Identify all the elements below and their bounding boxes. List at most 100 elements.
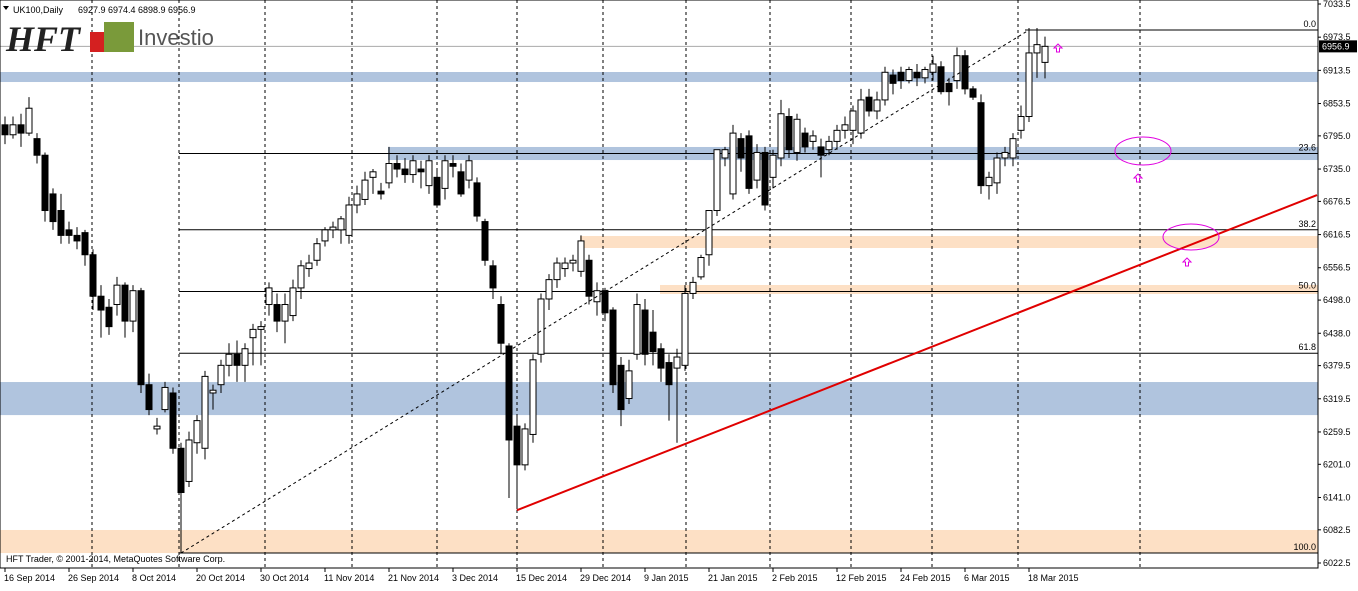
fib-label: 61.8 — [1298, 342, 1316, 352]
y-tick-label: 6556.5 — [1323, 263, 1351, 273]
candle-body — [305, 262, 313, 270]
candle-body — [201, 375, 209, 449]
candle-body — [697, 257, 705, 278]
x-tick-label: 24 Feb 2015 — [900, 573, 951, 583]
x-tick-label: 9 Jan 2015 — [644, 573, 689, 583]
y-tick-label: 6319.5 — [1323, 394, 1351, 404]
candle-body — [81, 232, 89, 256]
candle-body — [521, 428, 529, 466]
candle-body — [257, 326, 265, 330]
x-tick-label: 11 Nov 2014 — [324, 573, 374, 583]
candle-body — [17, 124, 25, 134]
candle-body — [313, 243, 321, 261]
candle-body — [705, 210, 713, 256]
candle-body — [113, 284, 121, 306]
candle-body — [745, 135, 753, 189]
candle-body — [393, 163, 401, 170]
candle-body — [377, 190, 385, 195]
zone — [0, 72, 1318, 83]
candle-body — [601, 290, 609, 314]
candle-body — [545, 279, 553, 300]
candle-body — [1, 124, 9, 136]
y-tick-label: 6973.5 — [1323, 32, 1351, 42]
candle-body — [793, 118, 801, 153]
candle-body — [209, 389, 217, 394]
logo: HFT Investio — [5, 19, 214, 59]
y-tick-label: 6616.5 — [1323, 230, 1351, 240]
x-tick-label: 20 Oct 2014 — [196, 573, 245, 583]
candle-body — [425, 160, 433, 187]
candle-body — [577, 240, 585, 272]
candle-body — [657, 348, 665, 369]
candle-body — [329, 226, 337, 231]
candle-body — [49, 193, 57, 223]
candle-body — [1017, 116, 1025, 131]
candle-body — [1025, 52, 1033, 118]
candle-body — [873, 99, 881, 112]
candle-body — [681, 292, 689, 366]
candle-body — [993, 157, 1001, 184]
candle-body — [129, 290, 137, 322]
x-tick-label: 6 Mar 2015 — [964, 573, 1010, 583]
ohlc-high: 6974.4 — [108, 5, 136, 15]
candle-body — [961, 55, 969, 90]
x-tick-label: 3 Dec 2014 — [452, 573, 498, 583]
candle-body — [897, 71, 905, 82]
symbol: UK100,Daily — [13, 5, 64, 15]
candle-body — [953, 55, 961, 82]
x-tick-label: 12 Feb 2015 — [836, 573, 887, 583]
y-tick-label: 6795.0 — [1323, 131, 1351, 141]
candle-body — [145, 384, 153, 411]
y-tick-label: 6022.5 — [1323, 558, 1351, 568]
candle-body — [1033, 44, 1041, 54]
candle-body — [913, 71, 921, 79]
candle-body — [865, 96, 873, 112]
ohlc-close: 6956.9 — [168, 5, 196, 15]
candle-body — [225, 353, 233, 366]
fib-label: 23.6 — [1298, 142, 1316, 152]
candle-body — [9, 124, 17, 136]
candle-body — [785, 116, 793, 151]
candle-body — [713, 149, 721, 212]
candle-body — [337, 218, 345, 231]
candle-body — [25, 107, 33, 134]
candle-body — [945, 82, 953, 93]
candle-body — [761, 151, 769, 206]
x-tick-label: 26 Sep 2014 — [68, 573, 119, 583]
candle-body — [497, 304, 505, 344]
candle-body — [137, 290, 145, 386]
candle-body — [505, 345, 513, 441]
candle-body — [729, 132, 737, 195]
candle-body — [169, 392, 177, 449]
y-tick-label: 6379.5 — [1323, 361, 1351, 371]
x-tick-label: 21 Nov 2014 — [388, 573, 439, 583]
zone — [580, 236, 1318, 249]
candle-body — [473, 182, 481, 217]
zone — [0, 529, 1318, 554]
candle-body — [889, 74, 897, 84]
candle-body — [369, 171, 377, 178]
y-tick-label: 7033.5 — [1323, 0, 1351, 9]
candle-body — [265, 287, 273, 306]
candle-body — [969, 88, 977, 98]
candle-body — [977, 102, 985, 187]
candle-body — [921, 69, 929, 79]
x-tick-label: 15 Dec 2014 — [516, 573, 567, 583]
candle-body — [449, 163, 457, 167]
x-tick-label: 16 Sep 2014 — [4, 573, 55, 583]
ohlc-low: 6898.9 — [138, 5, 166, 15]
ohlc-open: 6927.9 — [78, 5, 106, 15]
annotations — [1052, 43, 1220, 267]
x-tick-label: 21 Jan 2015 — [708, 573, 758, 583]
candle-body — [721, 149, 729, 159]
candle-body — [1001, 151, 1009, 159]
candle-body — [233, 353, 241, 366]
candle-body — [345, 204, 353, 236]
logo-product: Investio — [138, 25, 214, 50]
candle-body — [753, 151, 761, 181]
candle-body — [457, 171, 465, 195]
y-tick-label: 6498.0 — [1323, 295, 1351, 305]
candle-body — [665, 362, 673, 386]
logo-brand: HFT — [5, 19, 82, 59]
candle-body — [641, 309, 649, 355]
